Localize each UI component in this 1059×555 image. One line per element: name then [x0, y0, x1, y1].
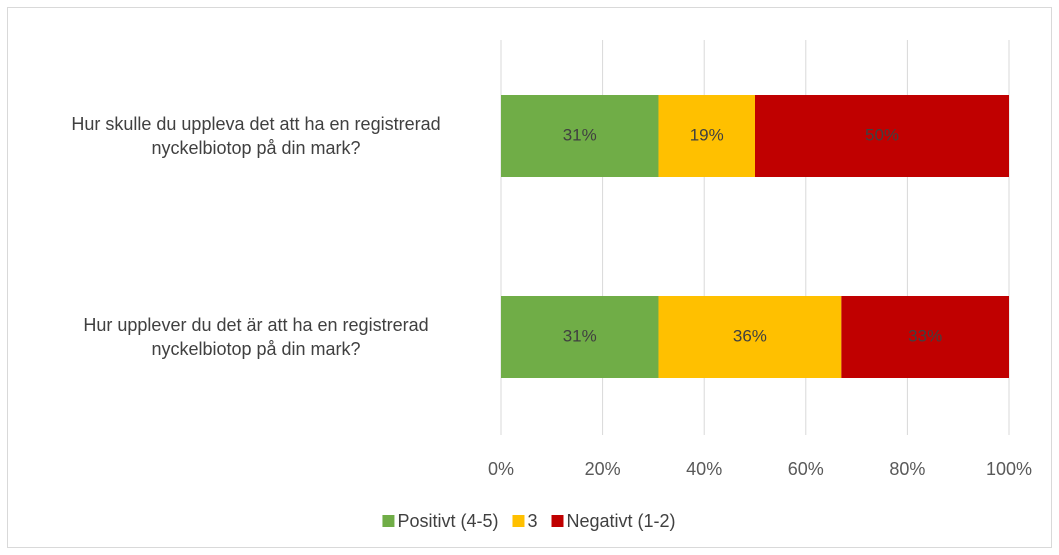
data-label: 36%: [733, 326, 767, 345]
bar-segment: [501, 95, 659, 177]
x-tick-label: 100%: [986, 459, 1032, 479]
data-label: 31%: [563, 326, 597, 345]
x-tick-label: 60%: [788, 459, 824, 479]
legend-label: Negativt (1-2): [567, 511, 676, 531]
bar-segment: [501, 296, 659, 378]
category-label: Hur skulle du uppleva det att ha en regi…: [71, 114, 441, 158]
legend-swatch: [382, 515, 395, 527]
legend-label: Positivt (4-5): [397, 511, 498, 531]
bar-segment: [658, 296, 842, 378]
x-tick-label: 20%: [585, 459, 621, 479]
bar-segment: [755, 95, 1009, 177]
bar-segment: [841, 296, 1009, 378]
data-label: 50%: [865, 125, 899, 144]
bar-segment: [658, 95, 755, 177]
x-tick-label: 40%: [686, 459, 722, 479]
data-label: 31%: [563, 125, 597, 144]
legend-swatch: [512, 515, 525, 527]
x-tick-label: 80%: [889, 459, 925, 479]
x-tick-label: 0%: [488, 459, 514, 479]
category-label: Hur upplever du det är att ha en registr…: [83, 315, 429, 359]
legend-swatch: [551, 515, 564, 527]
data-label: 33%: [908, 326, 942, 345]
data-label: 19%: [690, 125, 724, 144]
legend-label: 3: [527, 511, 537, 531]
